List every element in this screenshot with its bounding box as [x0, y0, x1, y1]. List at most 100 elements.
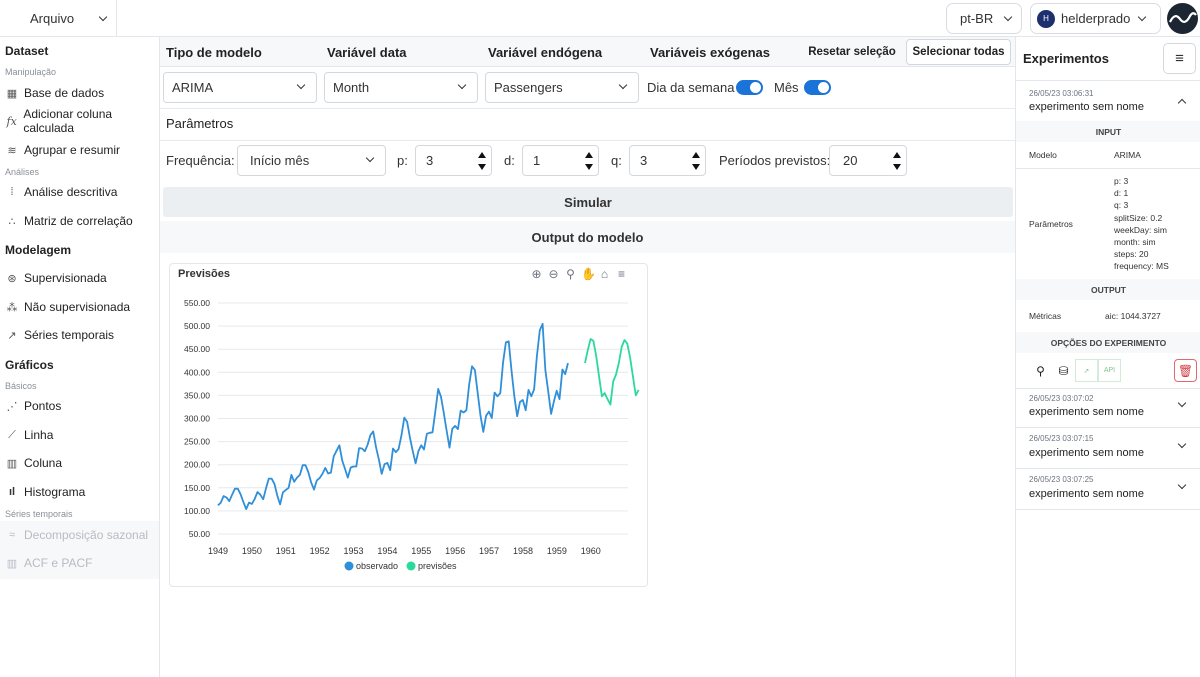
- sidebar-disabled-group: [0, 521, 159, 579]
- experiment-name[interactable]: experimento sem nome: [1029, 488, 1144, 500]
- p-input[interactable]: 3: [415, 145, 492, 176]
- frequency-value: Início mês: [250, 153, 310, 168]
- date-variable-value: Month: [333, 80, 370, 95]
- sidebar-item-linha[interactable]: ⟋ Linha: [5, 426, 53, 444]
- metricas-label: Métricas: [1029, 311, 1062, 321]
- sidebar-item-pontos[interactable]: ⋰ Pontos: [5, 397, 62, 415]
- arrow-up-icon: [692, 152, 700, 158]
- sidebar-item-adicionar-coluna[interactable]: fx Adicionar coluna calculada: [5, 107, 159, 135]
- experiments-menu-button[interactable]: ≡: [1163, 43, 1196, 74]
- zoom-in-icon[interactable]: ⊕: [531, 267, 542, 281]
- zoom-out-icon[interactable]: ⊖: [548, 267, 559, 281]
- api-button[interactable]: API: [1098, 359, 1121, 382]
- periods-input[interactable]: 20: [829, 145, 907, 176]
- p-stepper[interactable]: [478, 150, 486, 172]
- sidebar-item-label: ACF e PACF: [24, 556, 93, 570]
- divider: [1016, 509, 1200, 510]
- top-bar: Arquivo pt-BR H helderprado: [0, 0, 1200, 37]
- reset-selection-button[interactable]: Resetar seleção: [808, 46, 896, 58]
- brain-icon: ⊛: [7, 272, 17, 285]
- q-value: 3: [640, 153, 648, 168]
- q-stepper[interactable]: [692, 150, 700, 172]
- sidebar-item-analise-descritiva[interactable]: ⁞ Análise descritiva: [5, 183, 117, 201]
- d-input[interactable]: 1: [522, 145, 599, 176]
- divider: [1016, 468, 1200, 469]
- sidebar-item-label: Histograma: [24, 485, 86, 499]
- user-menu-button[interactable]: H helderprado: [1030, 3, 1161, 34]
- histogram-icon: ıl: [8, 486, 16, 498]
- sidebar-item-matriz-correlacao[interactable]: ∴ Matriz de correlação: [5, 212, 133, 230]
- model-type-value: ARIMA: [172, 80, 214, 95]
- sidebar-item-series-temporais[interactable]: ↗ Séries temporais: [5, 326, 114, 344]
- y-tick-label: 200.00: [184, 460, 210, 470]
- legend-marker: [406, 561, 416, 571]
- x-tick-label: 1949: [208, 546, 228, 556]
- menu-icon[interactable]: ≡: [617, 267, 625, 281]
- scatter-chart-icon: ⋰: [6, 400, 18, 413]
- model-type-select[interactable]: ARIMA: [163, 72, 317, 103]
- select-all-button[interactable]: Selecionar todas: [906, 39, 1011, 65]
- p-value: 3: [426, 153, 434, 168]
- sidebar-sub-basicos: Básicos: [5, 381, 37, 391]
- cluster-icon: ⁂: [6, 301, 18, 314]
- param-line: weekDay: sim: [1114, 224, 1167, 235]
- file-menu-button[interactable]: Arquivo: [0, 0, 117, 37]
- experiment-name[interactable]: experimento sem nome: [1029, 101, 1144, 113]
- sidebar-item-label: Pontos: [24, 399, 62, 413]
- exog-month-toggle[interactable]: [804, 80, 831, 95]
- divider: [1016, 388, 1200, 389]
- chevron-down-icon[interactable]: [1177, 480, 1187, 490]
- frequency-label: Frequência:: [166, 153, 235, 168]
- app-logo-icon: [1167, 3, 1198, 34]
- header-variavel-endogena: Variável endógena: [488, 44, 603, 60]
- sidebar-sub-analises: Análises: [5, 167, 40, 177]
- sort-numeric-icon: ⁞: [10, 186, 14, 198]
- sidebar-item-acf-pacf[interactable]: ▥ ACF e PACF: [5, 554, 93, 572]
- exog-weekday-toggle[interactable]: [736, 80, 763, 95]
- sidebar-item-supervisionada[interactable]: ⊛ Supervisionada: [5, 269, 106, 287]
- chevron-down-icon[interactable]: [1177, 398, 1187, 408]
- function-icon: fx: [6, 114, 17, 128]
- sidebar-item-agrupar[interactable]: ≋ Agrupar e resumir: [5, 141, 120, 159]
- language-selector[interactable]: pt-BR: [946, 3, 1022, 34]
- sidebar-heading-modelagem: Modelagem: [5, 243, 72, 257]
- database-icon[interactable]: ⛁: [1058, 363, 1069, 378]
- sidebar-sub-manipulacao: Manipulação: [5, 67, 57, 77]
- endogenous-variable-select[interactable]: Passengers: [485, 72, 639, 103]
- trash-icon[interactable]: 🗑: [1174, 359, 1197, 382]
- header-variavel-data: Variável data: [327, 44, 407, 60]
- pan-hand-icon[interactable]: ✋: [581, 267, 596, 281]
- chevron-down-icon: [296, 80, 306, 90]
- series-line-previsões: [584, 338, 640, 406]
- parametros-label: Parâmetros: [1029, 219, 1073, 229]
- sidebar-item-label: Linha: [24, 428, 54, 442]
- chevron-down-icon[interactable]: [1177, 439, 1187, 449]
- x-tick-label: 1950: [242, 546, 262, 556]
- file-menu-label: Arquivo: [30, 11, 75, 26]
- zoom-select-icon[interactable]: ⚲: [566, 267, 575, 281]
- simulate-button[interactable]: Simular: [163, 187, 1013, 217]
- frequency-select[interactable]: Início mês: [237, 145, 386, 176]
- chevron-down-icon: [98, 12, 108, 22]
- periods-stepper[interactable]: [893, 150, 901, 172]
- sidebar-item-coluna[interactable]: ▥ Coluna: [5, 454, 62, 472]
- forecast-chart-card: Previsões ⊕ ⊖ ⚲ ✋ ⌂ ≡ 550.00 500.00 450.00…: [169, 263, 648, 587]
- experiment-name[interactable]: experimento sem nome: [1029, 406, 1144, 418]
- d-stepper[interactable]: [585, 150, 593, 172]
- home-reset-icon[interactable]: ⌂: [600, 267, 609, 281]
- date-variable-select[interactable]: Month: [324, 72, 478, 103]
- q-input[interactable]: 3: [629, 145, 706, 176]
- experiment-name[interactable]: experimento sem nome: [1029, 447, 1144, 459]
- rocket-icon[interactable]: ➚: [1075, 359, 1098, 382]
- sidebar-item-label: Coluna: [24, 456, 63, 470]
- sidebar-item-base-de-dados[interactable]: ▦ Base de dados: [5, 84, 104, 102]
- periods-value: 20: [843, 153, 858, 168]
- search-icon[interactable]: ⚲: [1036, 363, 1045, 378]
- hamburger-icon: ≡: [1175, 50, 1184, 67]
- x-tick-label: 1959: [547, 546, 567, 556]
- param-line: p: 3: [1114, 176, 1129, 186]
- chevron-up-icon[interactable]: [1177, 98, 1187, 108]
- sidebar-item-histograma[interactable]: ıl Histograma: [5, 483, 85, 501]
- sidebar-item-nao-supervisionada[interactable]: ⁂ Não supervisionada: [5, 298, 131, 316]
- sidebar-item-decomposicao[interactable]: ≈ Decomposição sazonal: [5, 526, 148, 544]
